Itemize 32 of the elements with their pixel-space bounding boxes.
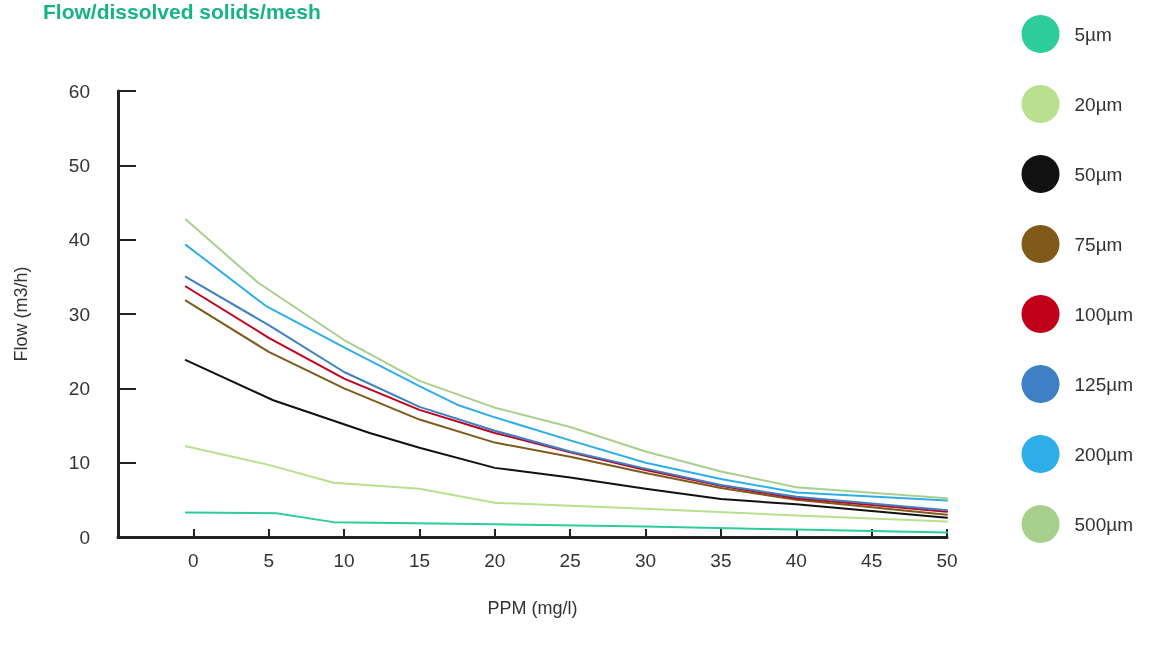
- x-tick-label: 45: [861, 550, 883, 571]
- x-tick-label: 35: [710, 550, 732, 571]
- x-tick-label: 50: [936, 550, 958, 571]
- legend-label: 5µm: [1074, 23, 1112, 45]
- x-tick-label: 30: [634, 550, 657, 571]
- x-tick-label: 15: [408, 550, 431, 571]
- legend-label: 75µm: [1074, 233, 1123, 255]
- line-series: [184, 359, 948, 519]
- line-series: [184, 445, 948, 523]
- legend-label: 20µm: [1074, 93, 1123, 115]
- line-series: [184, 511, 948, 534]
- x-tick-label: 0: [188, 550, 199, 571]
- x-tick-label: 5: [263, 550, 275, 571]
- y-axis-title: Flow (m3/h): [11, 266, 31, 362]
- legend-label: 200µm: [1074, 443, 1134, 465]
- y-tick-label: 20: [68, 377, 90, 399]
- x-tick-label: 25: [559, 550, 581, 571]
- y-tick-label: 10: [68, 452, 90, 474]
- legend-label: 500µm: [1074, 513, 1134, 535]
- legend-label: 100µm: [1074, 303, 1134, 325]
- x-axis-title: PPM (mg/l): [487, 598, 578, 618]
- y-tick-label: 60: [68, 80, 90, 102]
- y-tick-label: 0: [79, 526, 90, 548]
- legend-label: 50µm: [1074, 163, 1123, 185]
- x-tick-label: 20: [484, 550, 506, 571]
- legend-label: 125µm: [1074, 373, 1134, 395]
- y-tick-label: 40: [68, 229, 90, 251]
- chart-title: Flow/dissolved solids/mesh: [43, 0, 321, 23]
- y-tick-label: 30: [68, 303, 90, 325]
- y-tick-label: 50: [68, 154, 90, 176]
- x-tick-label: 40: [785, 550, 807, 571]
- x-tick-label: 10: [333, 550, 355, 571]
